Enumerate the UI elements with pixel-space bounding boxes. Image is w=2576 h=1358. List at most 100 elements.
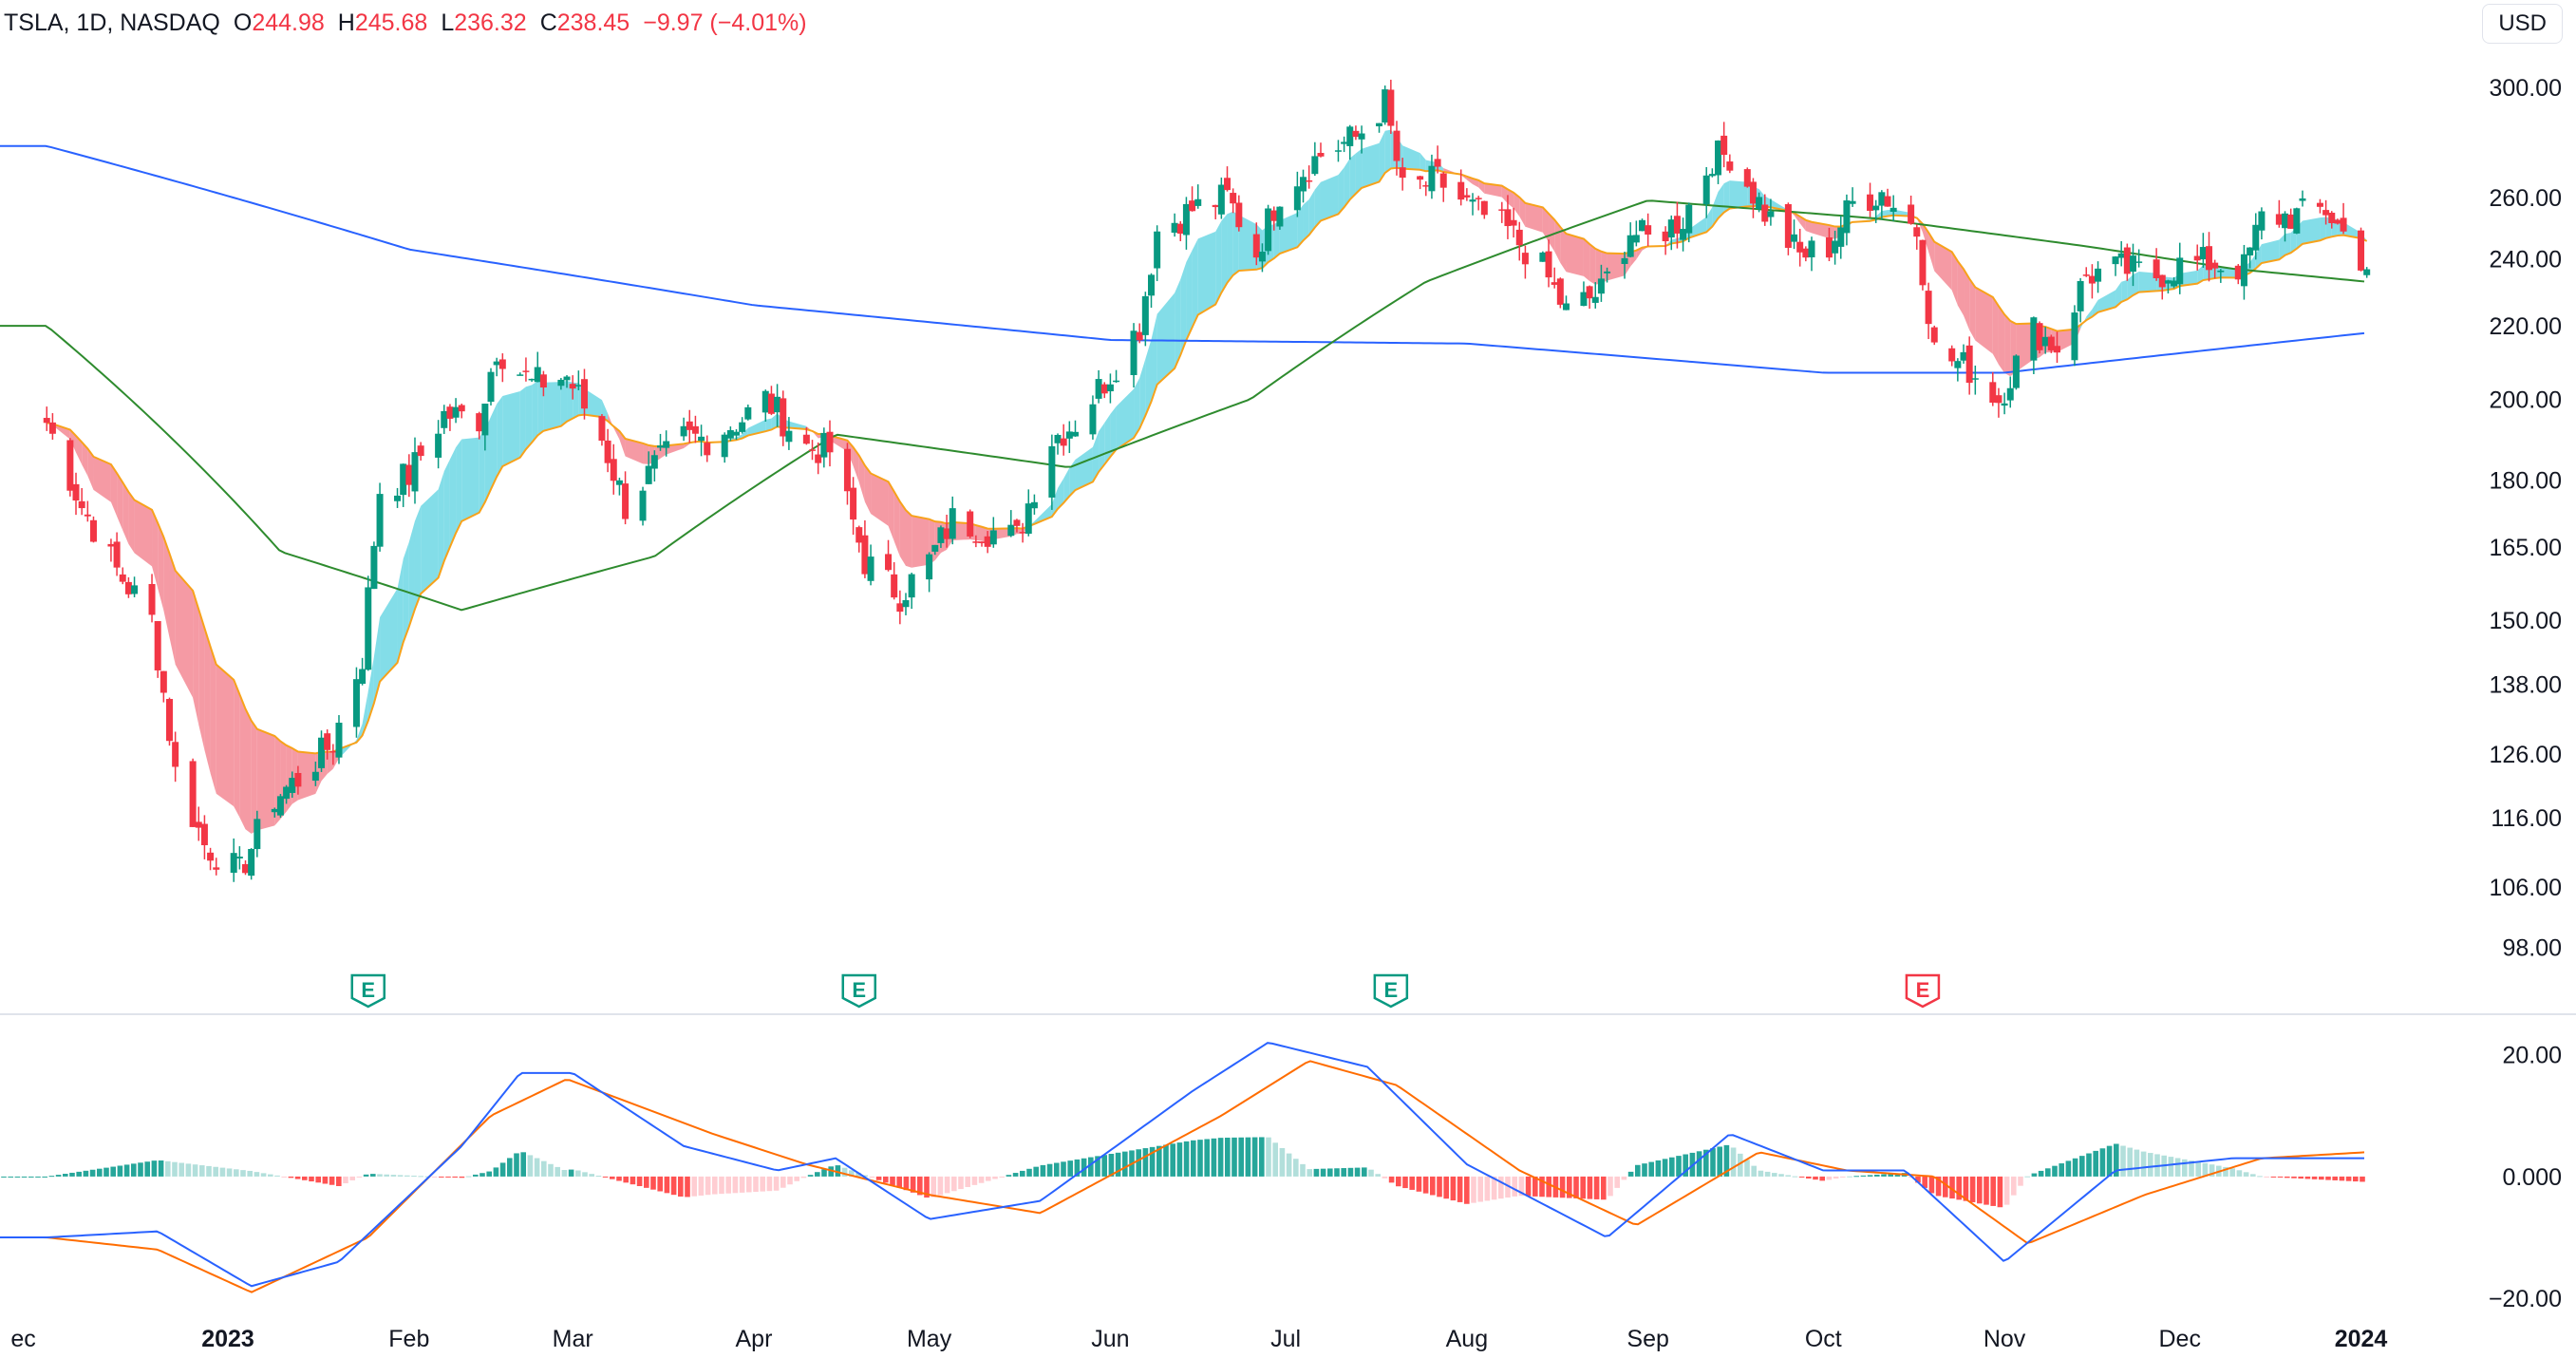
ribbon-segment <box>2121 279 2128 303</box>
ribbon-segment <box>1197 231 1216 315</box>
ma-50-line <box>0 199 2365 612</box>
histogram-bar <box>1853 1176 1859 1178</box>
ribbon-segment <box>216 664 235 807</box>
candle-body <box>967 511 974 537</box>
histogram-bar <box>841 1167 848 1177</box>
histogram-bar <box>719 1176 724 1195</box>
ribbon-segment <box>993 528 1011 540</box>
histogram-bar <box>377 1174 383 1177</box>
candle-body <box>1726 161 1734 171</box>
candle-body <box>1843 200 1851 234</box>
histogram-bar <box>2065 1160 2072 1177</box>
histogram-bar <box>630 1176 636 1185</box>
candle-body <box>1106 384 1114 392</box>
candle-body <box>89 519 97 542</box>
ribbon-segment <box>1221 214 1228 293</box>
candle-body <box>949 508 956 539</box>
ribbon-segment <box>2004 314 2011 377</box>
ribbon-segment <box>1549 213 1555 252</box>
candle-body <box>744 406 752 420</box>
histogram-bar <box>685 1176 690 1198</box>
candle-body <box>1884 196 1891 207</box>
histogram-bar <box>1191 1140 1196 1177</box>
candle-body <box>2252 224 2260 251</box>
histogram-bar <box>2325 1176 2331 1180</box>
ribbon-segment <box>1723 180 1730 213</box>
histogram-bar <box>2353 1176 2359 1182</box>
candle-body <box>48 422 56 434</box>
candle-body <box>978 541 986 543</box>
histogram-bar <box>69 1172 75 1177</box>
histogram-bar <box>1669 1157 1675 1177</box>
candle-body <box>1586 286 1593 299</box>
histogram-bar <box>602 1176 609 1178</box>
symbol-label[interactable]: TSLA, 1D, NASDAQ <box>4 9 220 36</box>
ribbon-segment <box>1238 215 1257 272</box>
histogram-bar <box>2079 1156 2085 1177</box>
currency-button[interactable]: USD <box>2482 4 2563 44</box>
candle-body <box>1837 227 1845 247</box>
histogram-bar <box>2045 1168 2051 1177</box>
ribbon-segment <box>1192 238 1198 328</box>
candle-body <box>2176 257 2184 285</box>
ribbon-segment <box>643 443 649 464</box>
candle-body <box>2199 247 2207 260</box>
histogram-bar <box>42 1176 47 1178</box>
ribbon-segment <box>1554 219 1561 263</box>
histogram-bar <box>1259 1137 1265 1177</box>
histogram-bar <box>2120 1145 2126 1177</box>
histogram-bar <box>1744 1160 1750 1177</box>
candle-body <box>1189 200 1196 212</box>
histogram-bar <box>343 1176 348 1184</box>
candle-body <box>2171 280 2178 287</box>
candle-body <box>1761 204 1769 222</box>
candle-body <box>476 413 483 432</box>
ribbon-segment <box>567 380 573 422</box>
candle-body <box>2363 269 2371 275</box>
candle-body <box>1832 240 1839 254</box>
candle-body <box>1334 150 1342 152</box>
histogram-bar <box>1798 1176 1805 1178</box>
candle-body <box>739 422 746 432</box>
histogram-bar <box>2202 1162 2209 1177</box>
histogram-bar <box>589 1174 594 1177</box>
high-label: H <box>337 9 355 36</box>
candle-body <box>458 405 465 412</box>
candle-body <box>1054 434 1062 443</box>
candle-body <box>2095 268 2102 282</box>
candle-body <box>441 410 448 428</box>
candles <box>43 79 2371 882</box>
candle-body <box>1872 205 1880 211</box>
histogram-bar <box>2003 1176 2010 1205</box>
histogram-bar <box>1 1176 7 1178</box>
ribbon-segment <box>1308 189 1315 236</box>
candle-body <box>1825 236 1833 258</box>
candle-body <box>1428 165 1436 192</box>
histogram-bar <box>828 1166 834 1177</box>
ribbon-segment <box>2261 239 2280 264</box>
candle-body <box>1480 200 1488 216</box>
candle-body <box>254 819 261 850</box>
histogram-bar <box>1512 1176 1517 1197</box>
histogram-bar <box>760 1176 765 1192</box>
histogram-bar <box>712 1176 718 1195</box>
high-value: 245.68 <box>354 9 428 36</box>
candle-body <box>2287 214 2295 229</box>
histogram-bar <box>240 1170 246 1177</box>
ribbon-segment <box>1362 142 1380 188</box>
histogram-bar <box>1272 1142 1278 1177</box>
ema-slow-line <box>47 166 2368 755</box>
ribbon-segment <box>82 442 88 476</box>
ribbon-segment <box>864 465 872 514</box>
ribbon-segment <box>2097 290 2116 312</box>
ribbon-segment <box>1712 192 1719 227</box>
histogram-bar <box>1813 1176 1818 1180</box>
histogram-bar <box>1792 1176 1798 1178</box>
ribbon-segment <box>210 646 216 794</box>
histogram-bar <box>315 1176 321 1183</box>
histogram-bar <box>2127 1147 2133 1177</box>
histogram-bar <box>1751 1165 1757 1177</box>
candle-body <box>2240 254 2247 287</box>
histogram-bar <box>1785 1175 1791 1177</box>
